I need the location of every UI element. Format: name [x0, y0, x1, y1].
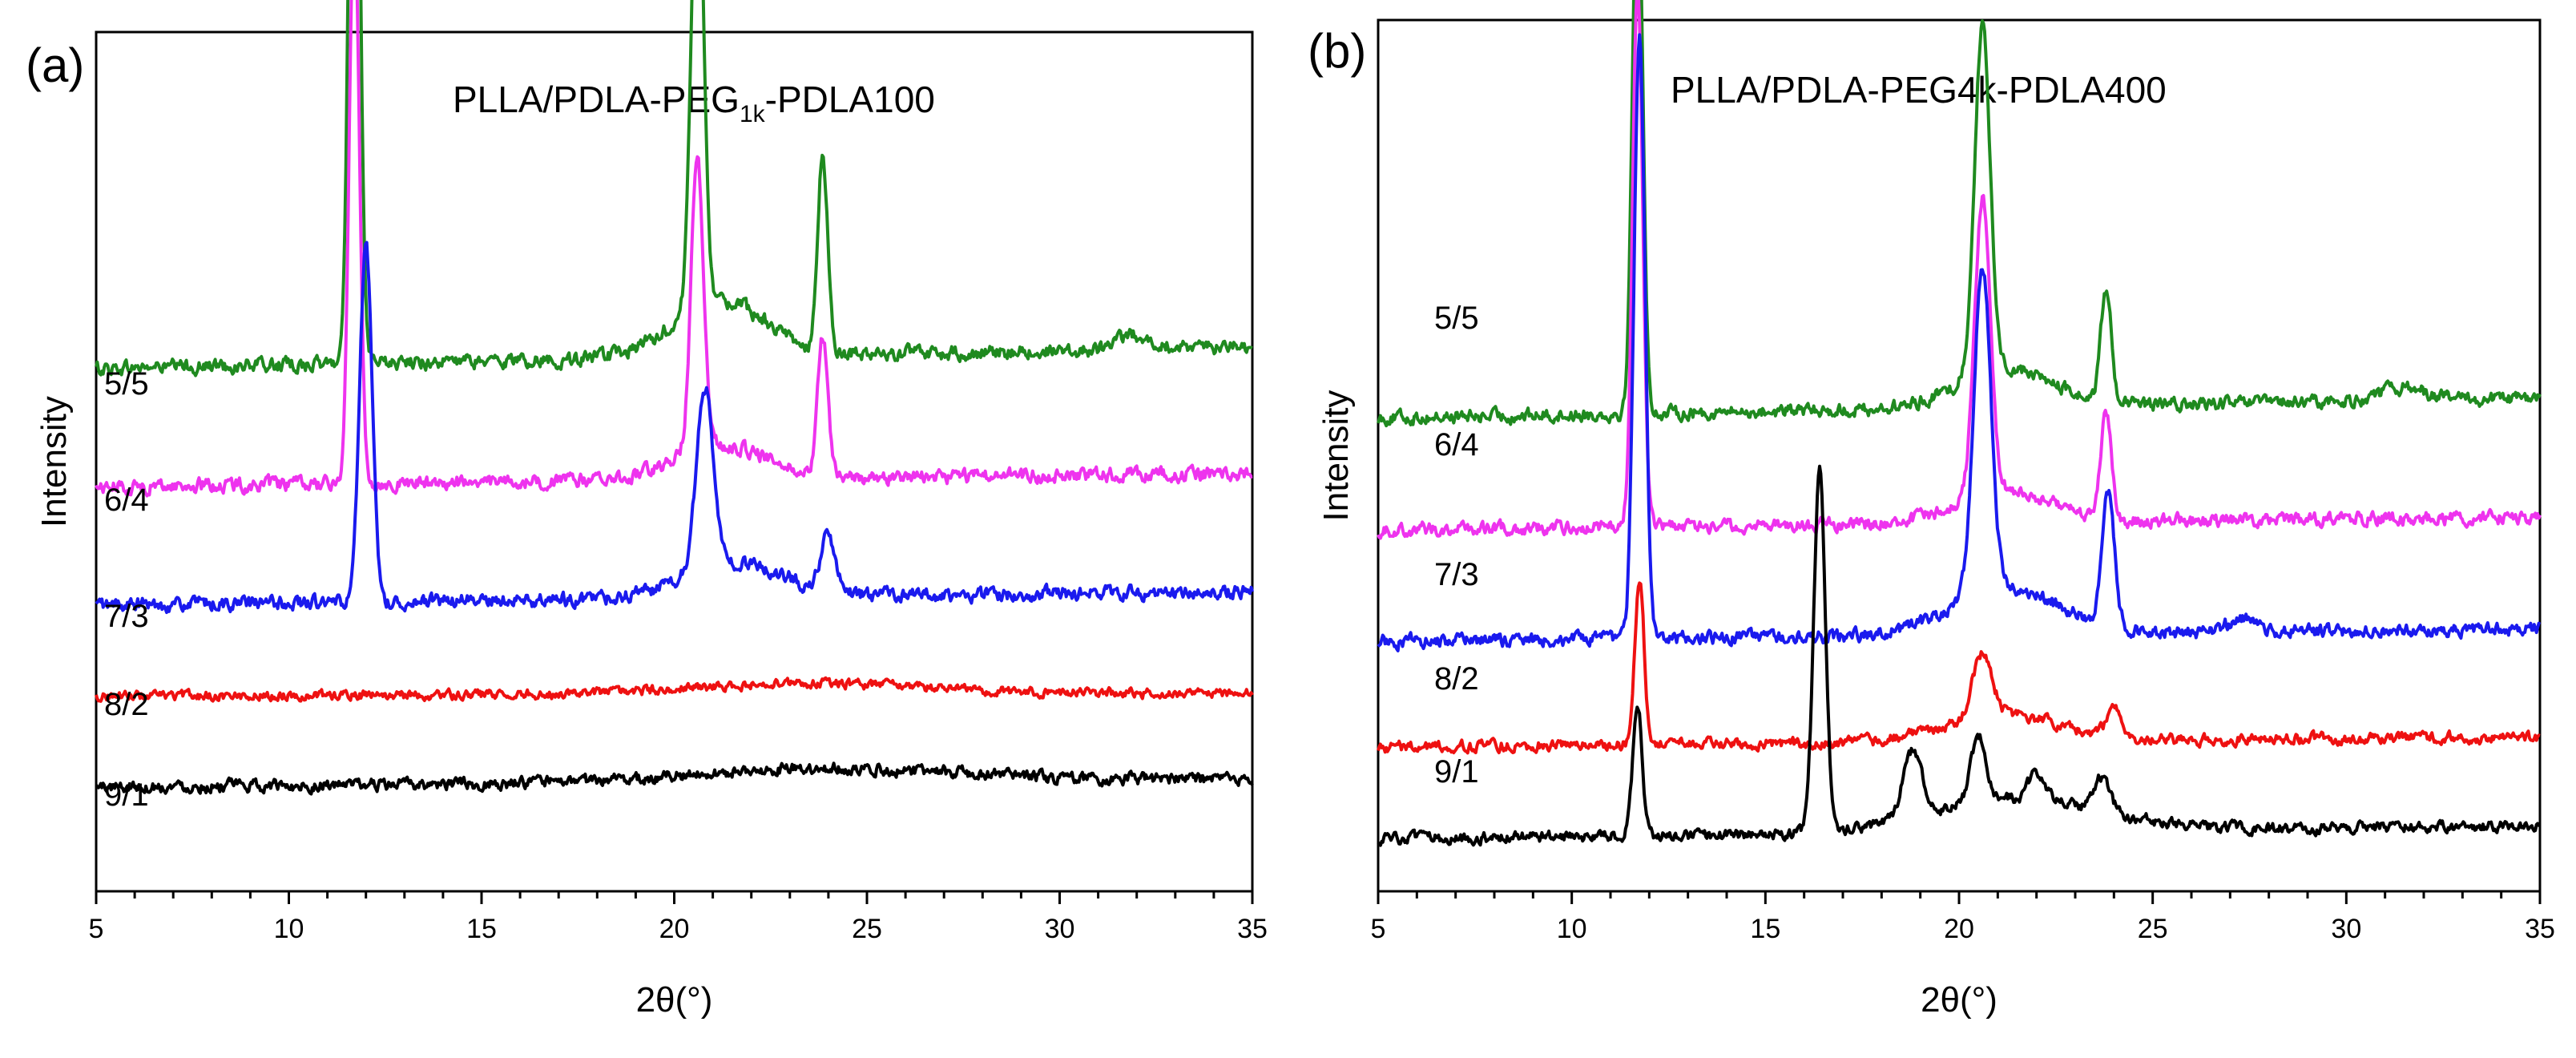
panel-label: (b) [1308, 24, 1366, 78]
chart-title: PLLA/PDLA-PEG1k-PDLA100 [453, 79, 935, 127]
series-label: 9/1 [1434, 754, 1479, 789]
series-label: 6/4 [1434, 427, 1479, 462]
series-label: 5/5 [104, 366, 149, 402]
chart-title: PLLA/PDLA-PEG4k-PDLA400 [1671, 69, 2167, 111]
x-tick-label: 15 [1750, 914, 1780, 944]
series-label: 8/2 [104, 687, 149, 722]
series-line-5-5 [1377, 0, 2542, 428]
series-line-8-2 [1377, 581, 2541, 755]
x-tick-label: 5 [1371, 914, 1386, 944]
x-tick-label: 25 [852, 914, 882, 944]
x-tick-label: 30 [2331, 914, 2361, 944]
series-label: 5/5 [1434, 301, 1479, 336]
series-label: 8/2 [1434, 661, 1479, 697]
series-line-8-2 [95, 676, 1254, 703]
series-line-7-3 [95, 240, 1254, 615]
x-tick-label: 30 [1045, 914, 1075, 944]
series-line-9-1 [1377, 464, 2541, 847]
series-line-9-1 [95, 761, 1254, 796]
x-tick-label: 10 [274, 914, 304, 944]
panel-a: 5 10 15 20 25 30 35 2θ(°) Intensity (a) PLLA/PDLA-… [26, 0, 1268, 1020]
series-line-5-5 [95, 0, 1253, 378]
plot-frame [1377, 18, 2542, 893]
series-label: 9/1 [104, 777, 149, 813]
panel-label: (a) [26, 38, 84, 92]
series-line-6-4 [95, 0, 1253, 498]
series-label: 7/3 [1434, 557, 1479, 592]
x-axis-label: 2θ(°) [636, 980, 713, 1020]
x-tick-label: 10 [1557, 914, 1587, 944]
y-axis-label: Intensity [34, 396, 74, 527]
x-tick-label: 5 [89, 914, 104, 944]
x-tick-label: 20 [1944, 914, 1974, 944]
series-line-7-3 [1377, 33, 2542, 652]
series-label: 7/3 [104, 599, 149, 634]
x-tick-label: 20 [659, 914, 690, 944]
x-tick-label: 35 [2525, 914, 2555, 944]
x-tick-label: 35 [1237, 914, 1268, 944]
series-label: 6/4 [104, 483, 149, 518]
y-axis-label: Intensity [1316, 390, 1356, 522]
x-axis-label: 2θ(°) [1921, 980, 1998, 1020]
series-line-6-4 [1377, 0, 2542, 540]
panel-b: 5 10 15 20 25 30 35 2θ(°) Intensity (b) PLLA/PDLA-… [1308, 0, 2555, 1020]
x-tick-label: 25 [2138, 914, 2168, 944]
x-tick-label: 15 [466, 914, 497, 944]
